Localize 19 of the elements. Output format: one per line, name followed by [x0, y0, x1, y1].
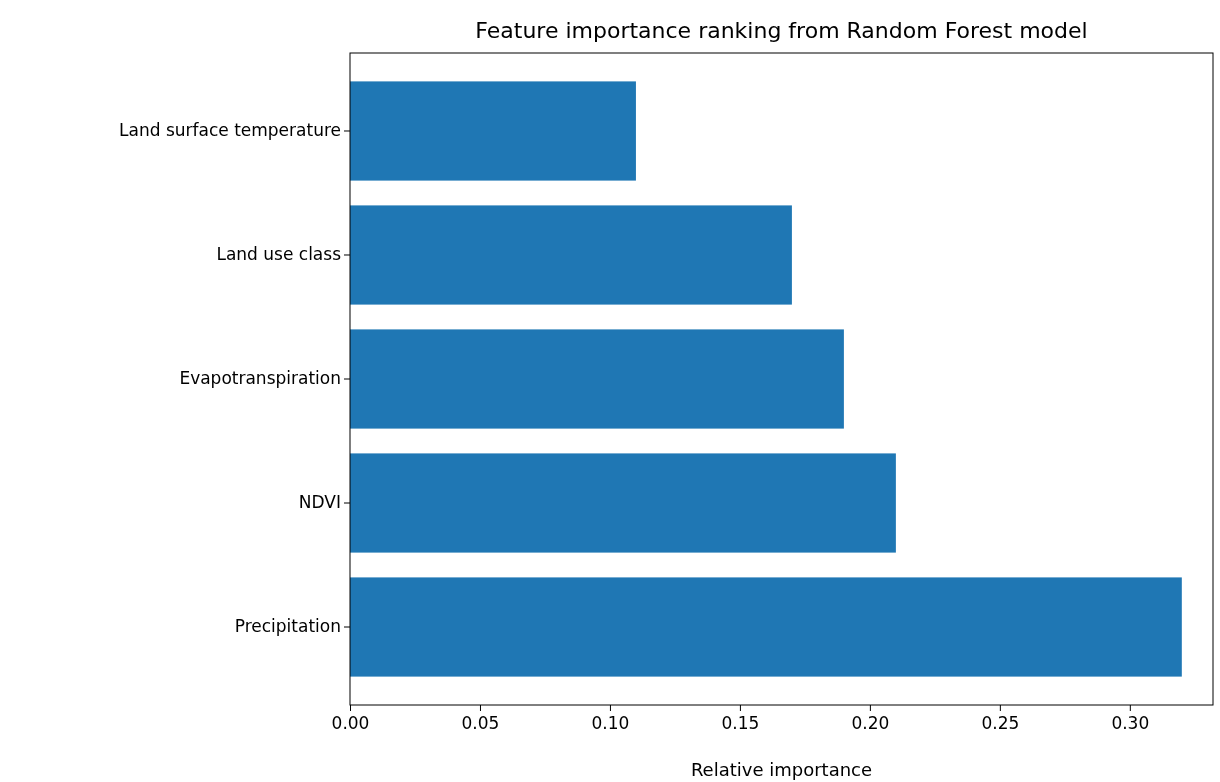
- y-tick-label: Land use class: [216, 244, 342, 265]
- x-tick-label: 0.30: [1111, 713, 1150, 734]
- bar: [350, 453, 896, 553]
- x-tick-label: 0.20: [851, 713, 890, 734]
- y-tick-label: Land surface temperature: [119, 120, 341, 141]
- chart-title: Feature importance ranking from Random Forest model: [475, 18, 1088, 43]
- bar: [350, 81, 636, 181]
- y-tick-label: Precipitation: [234, 616, 341, 637]
- x-axis-title: Relative importance: [690, 759, 873, 780]
- y-tick-label: Evapotranspiration: [179, 368, 341, 389]
- bar: [350, 205, 792, 305]
- x-tick-label: 0.15: [721, 713, 760, 734]
- x-tick-label: 0.10: [591, 713, 630, 734]
- x-tick-label: 0.05: [461, 713, 500, 734]
- y-tick-label: NDVI: [298, 492, 341, 513]
- bar: [350, 577, 1182, 677]
- bar: [350, 329, 844, 429]
- x-tick-label: 0.00: [331, 713, 370, 734]
- x-tick-label: 0.25: [981, 713, 1020, 734]
